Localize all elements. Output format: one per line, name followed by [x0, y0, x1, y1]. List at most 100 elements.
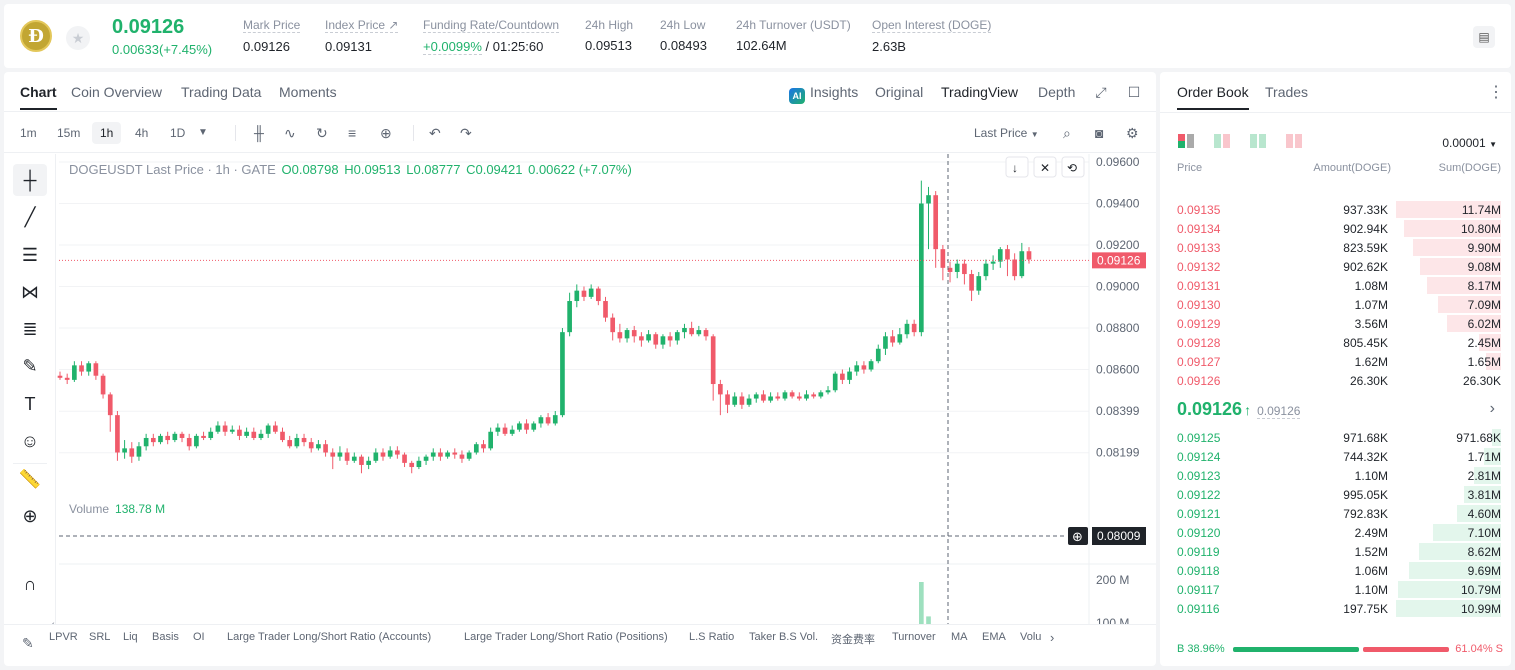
indicator-volume[interactable]: Volu [1020, 631, 1042, 643]
pattern-icon[interactable]: ⋈ [21, 281, 39, 302]
timeframe-15m[interactable]: 15m [57, 126, 81, 140]
zoom-in-icon[interactable]: ⊕ [22, 505, 38, 526]
ruler-icon[interactable]: 📏 [13, 463, 47, 495]
ask-row[interactable]: 0.09132 902.62K 9.08M [1160, 257, 1511, 276]
timeframe-1m[interactable]: 1m [20, 126, 37, 140]
indicator-srl[interactable]: SRL [89, 631, 111, 643]
indicator-oi[interactable]: OI [193, 631, 205, 643]
indicator-ma[interactable]: MA [951, 631, 968, 643]
ask-row[interactable]: 0.09126 26.30K 26.30K [1160, 371, 1511, 390]
guide-book-icon[interactable]: ▤ [1473, 26, 1495, 48]
expand-icon[interactable]: ⤢ [1095, 84, 1107, 100]
indicator-funding-rate[interactable]: 资金费率 [831, 634, 875, 646]
bid-row[interactable]: 0.09120 2.49M 7.10M [1160, 523, 1511, 542]
indicator-lpvr[interactable]: LPVR [49, 631, 78, 643]
view-both-icon[interactable] [1178, 134, 1194, 148]
view-asks-icon[interactable] [1286, 134, 1302, 148]
indicator-basis[interactable]: Basis [152, 631, 179, 643]
bid-row[interactable]: 0.09116 197.75K 10.99M [1160, 599, 1511, 618]
bid-row[interactable]: 0.09124 744.32K 1.71M [1160, 447, 1511, 466]
indicator-ema[interactable]: EMA [982, 631, 1006, 643]
trend-line-icon[interactable]: ╱ [24, 206, 36, 227]
template-icon[interactable]: ≡ [348, 125, 357, 141]
candle-body [940, 249, 946, 268]
redo-icon[interactable]: ↷ [460, 125, 472, 141]
tab-trading-data[interactable]: Trading Data [181, 84, 262, 100]
indicator-turnover[interactable]: Turnover [892, 631, 936, 643]
candlestick-chart[interactable]: 0.09600 0.09400 0.09200 0.09000 0.08800 0.086… [4, 154, 1156, 624]
timeframe-4h[interactable]: 4h [135, 126, 149, 140]
undo-icon[interactable]: ↶ [429, 125, 441, 141]
timeframe-1d[interactable]: 1D [170, 126, 186, 140]
index-price-stat[interactable]: Index Price ↗ 0.09131 [325, 18, 399, 54]
y-tick-label: 0.09000 [1096, 280, 1140, 294]
bid-row[interactable]: 0.09123 1.10M 2.81M [1160, 466, 1511, 485]
ask-row[interactable]: 0.09134 902.94K 10.80M [1160, 219, 1511, 238]
tab-moments[interactable]: Moments [279, 84, 337, 100]
more-icon[interactable]: ⋮ [1488, 84, 1504, 101]
text-icon[interactable]: T [24, 393, 36, 414]
tab-chart[interactable]: Chart [20, 84, 57, 110]
emoji-icon[interactable]: ☺ [20, 430, 40, 451]
chevron-right-icon[interactable]: › [1050, 630, 1055, 645]
timeframe-1h[interactable]: 1h [92, 122, 122, 144]
ask-row[interactable]: 0.09128 805.45K 2.45M [1160, 333, 1511, 352]
candle-body [782, 392, 788, 399]
window-icon[interactable]: ☐ [1127, 84, 1141, 100]
add-alert-icon[interactable]: ⊕ [380, 125, 392, 141]
ask-row[interactable]: 0.09133 823.59K 9.90M [1160, 238, 1511, 257]
bid-row[interactable]: 0.09118 1.06M 9.69M [1160, 561, 1511, 580]
tab-order-book[interactable]: Order Book [1177, 84, 1249, 110]
bid-row[interactable]: 0.09122 995.05K 3.81M [1160, 485, 1511, 504]
view-depth[interactable]: Depth [1038, 84, 1076, 100]
price-source-select[interactable]: Last Price ▼ [974, 126, 1039, 140]
crosshair-icon[interactable]: ┼ [13, 164, 47, 196]
tab-coin-overview[interactable]: Coin Overview [71, 84, 163, 100]
candle-body [86, 363, 92, 372]
depth-bar [1420, 258, 1501, 275]
price-cell: 0.09134 [1177, 222, 1221, 236]
price-cell: 0.09119 [1177, 545, 1220, 559]
candle-body [165, 435, 170, 441]
camera-icon[interactable]: ◙ [1095, 125, 1104, 141]
compare-icon[interactable]: ↻ [316, 125, 328, 141]
star-icon[interactable]: ★ [66, 26, 90, 50]
fibonacci-icon[interactable]: ≣ [22, 318, 38, 339]
ask-row[interactable]: 0.09127 1.62M 1.65M [1160, 352, 1511, 371]
candle-body [997, 249, 1003, 262]
gear-icon[interactable]: ⚙ [1126, 125, 1139, 141]
indicators-icon[interactable]: ∿ [284, 125, 296, 141]
bid-row[interactable]: 0.09125 971.68K 971.68K [1160, 428, 1511, 447]
depth-bar [1484, 448, 1501, 465]
view-bids-icon[interactable] [1250, 134, 1266, 148]
candle-body [107, 394, 113, 416]
brush-icon[interactable]: ✎ [22, 355, 38, 376]
ask-row[interactable]: 0.09129 3.56M 6.02M [1160, 314, 1511, 333]
ask-row[interactable]: 0.09130 1.07M 7.09M [1160, 295, 1511, 314]
view-tradingview[interactable]: TradingView [941, 84, 1019, 100]
drawing-tools: ┼ ╱ ☰ ⋈ ≣ ✎ T ☺ 📏 ⊕ ∩ [4, 154, 56, 624]
horizontal-lines-icon[interactable]: ☰ [21, 244, 39, 265]
chevron-right-icon[interactable]: › [1489, 400, 1495, 417]
magnet-icon[interactable]: ∩ [23, 573, 37, 594]
indicator-ls-positions[interactable]: Large Trader Long/Short Ratio (Positions… [464, 631, 668, 643]
indicator-ls-ratio[interactable]: L.S Ratio [689, 631, 735, 643]
indicator-ls-accounts[interactable]: Large Trader Long/Short Ratio (Accounts) [227, 631, 432, 643]
pencil-icon[interactable]: ✎ [22, 635, 34, 651]
timeframe-dropdown-icon[interactable]: ▼ [198, 127, 208, 138]
insights-button[interactable]: AI Insights [789, 84, 858, 104]
indicator-taker-vol[interactable]: Taker B.S Vol. [749, 631, 819, 643]
ask-row[interactable]: 0.09131 1.08M 8.17M [1160, 276, 1511, 295]
indicator-liq[interactable]: Liq [123, 631, 138, 643]
view-original[interactable]: Original [875, 84, 924, 100]
bid-row[interactable]: 0.09119 1.52M 8.62M [1160, 542, 1511, 561]
bid-row[interactable]: 0.09117 1.10M 10.79M [1160, 580, 1511, 599]
bid-row[interactable]: 0.09121 792.83K 4.60M [1160, 504, 1511, 523]
tab-trades[interactable]: Trades [1265, 84, 1309, 100]
candlestick-type-icon[interactable]: ╫ [254, 125, 264, 141]
precision-select[interactable]: 0.00001 ▼ [1442, 136, 1497, 150]
candle-body [172, 433, 178, 441]
ask-row[interactable]: 0.09135 937.33K 11.74M [1160, 200, 1511, 219]
search-icon[interactable]: ⌕ [1063, 125, 1071, 141]
view-bids-asks-icon[interactable] [1214, 134, 1230, 148]
